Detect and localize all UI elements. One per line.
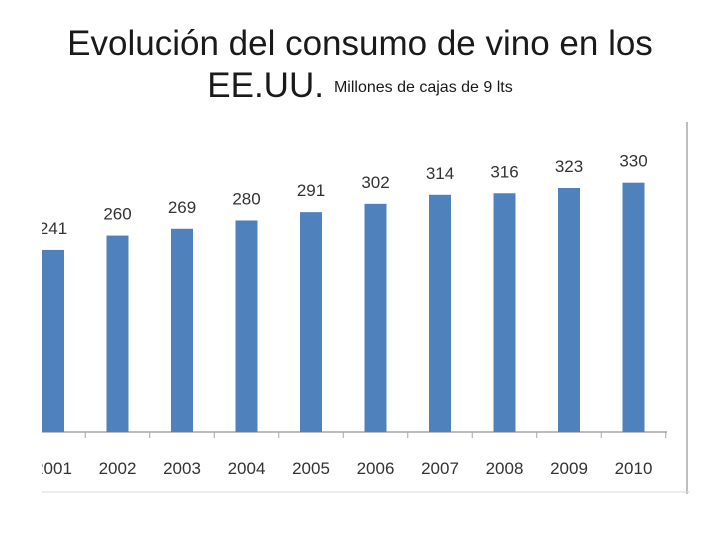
title-line-2-text: EE.UU. bbox=[207, 66, 324, 105]
data-label-2001: 241 bbox=[42, 219, 67, 238]
x-tick-label-2004: 2004 bbox=[228, 459, 266, 478]
chart-area: 241 2001 260 2002 269 2003 280 2004 291 2005 302 20… bbox=[42, 122, 690, 494]
bar-2009 bbox=[558, 187, 580, 432]
bar-2007 bbox=[429, 194, 451, 432]
chart-title: Evolución del consumo de vino en los EE.… bbox=[0, 24, 720, 110]
bar-2001 bbox=[42, 249, 64, 432]
data-label-2002: 260 bbox=[103, 205, 131, 224]
x-tick-label-2003: 2003 bbox=[163, 459, 201, 478]
title-line-1: Evolución del consumo de vino en los bbox=[67, 24, 653, 63]
x-tick-label-2007: 2007 bbox=[421, 459, 459, 478]
data-label-2003: 269 bbox=[168, 198, 196, 217]
bar-2003 bbox=[171, 228, 193, 432]
x-tick-label-2008: 2008 bbox=[486, 459, 524, 478]
data-label-2007: 314 bbox=[426, 164, 454, 183]
data-label-2006: 302 bbox=[361, 173, 389, 192]
x-tick-label-2002: 2002 bbox=[99, 459, 137, 478]
data-label-2004: 280 bbox=[232, 189, 260, 208]
x-tick-label-2001: 2001 bbox=[42, 459, 72, 478]
data-label-2008: 316 bbox=[490, 162, 518, 181]
bar-chart: 241 2001 260 2002 269 2003 280 2004 291 2005 302 20… bbox=[42, 122, 690, 494]
data-label-2005: 291 bbox=[297, 181, 325, 200]
bar-2006 bbox=[364, 203, 387, 432]
bar-2002 bbox=[106, 235, 129, 432]
x-tick-label-2009: 2009 bbox=[550, 459, 588, 478]
bar-2005 bbox=[300, 212, 322, 432]
x-tick-label-2010: 2010 bbox=[615, 459, 653, 478]
x-tick-label-2006: 2006 bbox=[357, 459, 395, 478]
bar-2004 bbox=[235, 220, 258, 432]
bar-2008 bbox=[493, 193, 516, 432]
data-label-2010: 330 bbox=[619, 152, 647, 171]
data-label-2009: 323 bbox=[555, 157, 583, 176]
x-tick-label-2005: 2005 bbox=[292, 459, 330, 478]
title-line-2: EE.UU. Millones de cajas de 9 lts bbox=[0, 64, 720, 110]
bar-2010 bbox=[622, 182, 645, 432]
chart-subtitle: Millones de cajas de 9 lts bbox=[333, 79, 513, 96]
